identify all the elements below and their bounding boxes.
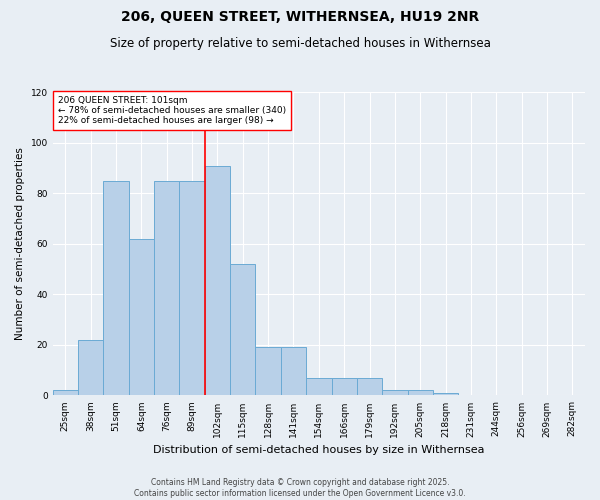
Y-axis label: Number of semi-detached properties: Number of semi-detached properties bbox=[15, 148, 25, 340]
Bar bbox=[382, 390, 407, 396]
X-axis label: Distribution of semi-detached houses by size in Withernsea: Distribution of semi-detached houses by … bbox=[153, 445, 485, 455]
Bar bbox=[433, 393, 458, 396]
Bar bbox=[256, 348, 281, 396]
Bar bbox=[179, 181, 205, 396]
Bar bbox=[332, 378, 357, 396]
Text: 206, QUEEN STREET, WITHERNSEA, HU19 2NR: 206, QUEEN STREET, WITHERNSEA, HU19 2NR bbox=[121, 10, 479, 24]
Bar bbox=[78, 340, 103, 396]
Bar bbox=[281, 348, 306, 396]
Text: 206 QUEEN STREET: 101sqm
← 78% of semi-detached houses are smaller (340)
22% of : 206 QUEEN STREET: 101sqm ← 78% of semi-d… bbox=[58, 96, 286, 126]
Bar bbox=[205, 166, 230, 396]
Bar bbox=[230, 264, 256, 396]
Bar bbox=[103, 181, 129, 396]
Text: Contains HM Land Registry data © Crown copyright and database right 2025.
Contai: Contains HM Land Registry data © Crown c… bbox=[134, 478, 466, 498]
Bar bbox=[129, 239, 154, 396]
Text: Size of property relative to semi-detached houses in Withernsea: Size of property relative to semi-detach… bbox=[110, 38, 490, 51]
Bar bbox=[154, 181, 179, 396]
Bar bbox=[306, 378, 332, 396]
Bar bbox=[53, 390, 78, 396]
Bar bbox=[357, 378, 382, 396]
Bar bbox=[407, 390, 433, 396]
